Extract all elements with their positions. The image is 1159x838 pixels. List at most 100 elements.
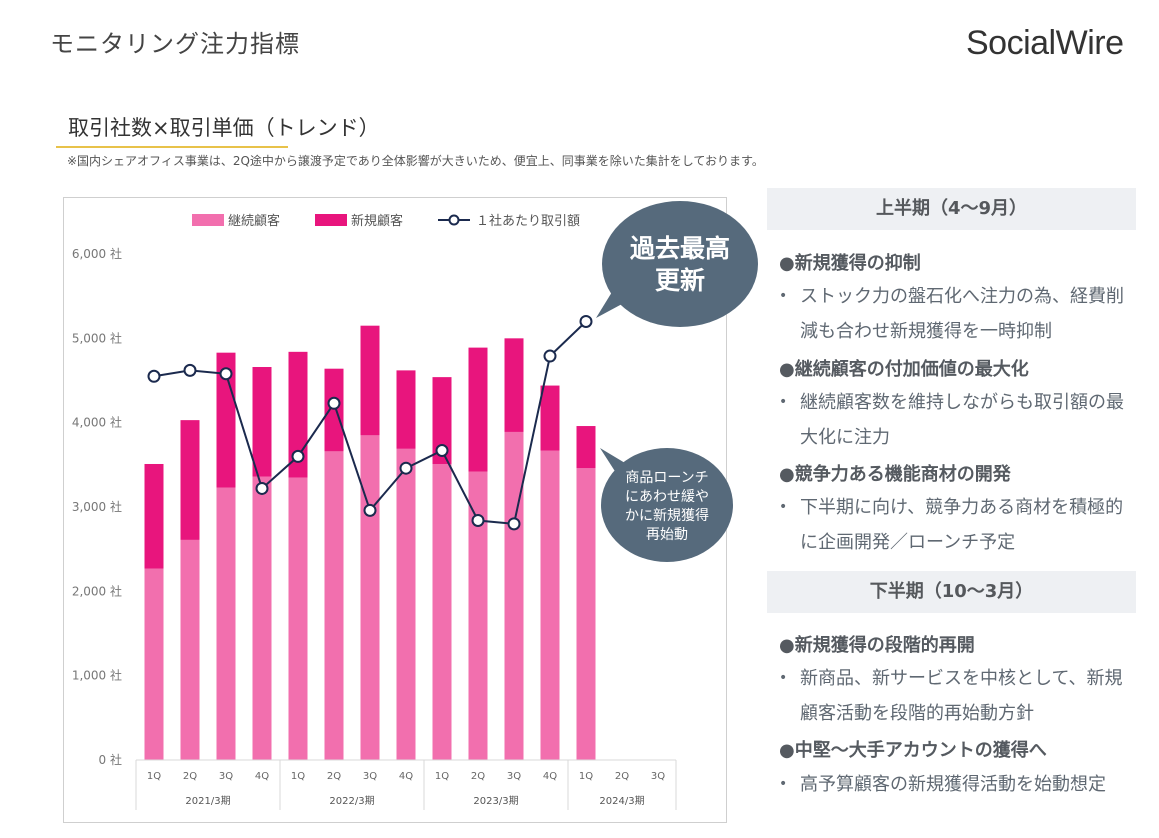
line-point [327, 396, 341, 410]
page-title: モニタリング注力指標 [50, 30, 300, 58]
bullet-mark: • [779, 394, 788, 410]
x-tick-label: 2Q [183, 771, 197, 782]
bar-new [180, 420, 200, 540]
bar-continuing [396, 448, 416, 760]
bullet-text: 高予算顧客の新規獲得活動を始動想定 [800, 774, 1106, 795]
bar-continuing [432, 463, 452, 760]
bar-continuing [576, 468, 596, 760]
bar-continuing [180, 539, 200, 760]
x-tick-label: 4Q [255, 771, 269, 782]
company-logo: SocialWire [966, 24, 1124, 62]
x-tick-label: 3Q [219, 771, 233, 782]
callout-record-high-tail [596, 292, 622, 318]
second-half-header: 下半期（10〜3月） [767, 571, 1136, 613]
second-half-heading-2: ●中堅〜大手アカウントの獲得へ [779, 740, 1047, 761]
y-tick-label: 4,000 社 [72, 415, 122, 430]
bar-continuing [144, 568, 164, 760]
y-tick-label: 1,000 社 [72, 668, 122, 683]
bar-new [540, 385, 560, 451]
bar-new [360, 325, 380, 436]
second-half-heading-1: ●新規獲得の段階的再開 [779, 635, 975, 656]
bar-new [504, 338, 524, 432]
callout-relaunch-tail [600, 448, 630, 476]
legend-label: 新規顧客 [351, 213, 403, 229]
legend-marker [448, 214, 460, 226]
x-tick-label: 3Q [651, 771, 665, 782]
x-tick-label: 1Q [291, 771, 305, 782]
bar-new [468, 347, 488, 472]
callout-record-high-text: 過去最高 更新 [629, 234, 730, 295]
y-tick-label: 6,000 社 [72, 246, 122, 261]
first-half-heading-1: ●新規獲得の抑制 [779, 253, 921, 274]
bar-continuing [360, 435, 380, 760]
line-point [435, 443, 449, 457]
legend-label: １社あたり取引額 [476, 213, 580, 229]
bullet-mark: • [779, 670, 788, 686]
legend-swatch [192, 214, 224, 226]
x-tick-label: 1Q [579, 771, 593, 782]
line-point [291, 449, 305, 463]
line-point [579, 314, 593, 328]
x-tick-label: 1Q [147, 771, 161, 782]
line-point [507, 517, 521, 531]
y-tick-label: 0 社 [99, 752, 122, 767]
chart-footnote: ※国内シェアオフィス事業は、2Q途中から譲渡予定であり全体影響が大きいため、便宜… [67, 154, 764, 168]
bar-continuing [324, 451, 344, 760]
bullet-text: 新商品、新サービスを中核として、新規顧客活動を段階的再始動方針 [800, 668, 1123, 724]
bar-continuing [540, 450, 560, 760]
bar-new [144, 463, 164, 569]
first-half-heading-3: ●競争力ある機能商材の開発 [779, 464, 1011, 485]
line-point [219, 367, 233, 381]
line-point [399, 461, 413, 475]
x-tick-label: 2Q [327, 771, 341, 782]
line-point [255, 481, 269, 495]
bar-continuing [468, 471, 488, 760]
group-label: 2023/3期 [473, 795, 518, 807]
bar-continuing [504, 431, 524, 760]
line-point [183, 363, 197, 377]
callout-relaunch-text: 商品ローンチ にあわせ緩や かに新規獲得 再始動 [625, 470, 709, 543]
bullet-text: 下半期に向け、競争力ある商材を積極的に企画開発／ローンチ予定 [800, 497, 1124, 553]
bar-new [324, 368, 344, 452]
title-underline [56, 146, 288, 148]
y-tick-label: 2,000 社 [72, 583, 122, 598]
y-tick-label: 3,000 社 [72, 499, 122, 514]
y-tick-label: 5,000 社 [72, 330, 122, 345]
x-tick-label: 4Q [399, 771, 413, 782]
first-half-heading-2: ●継続顧客の付加価値の最大化 [779, 359, 1029, 380]
first-half-header: 上半期（4〜9月） [767, 188, 1136, 230]
legend-label: 継続顧客 [228, 213, 280, 229]
x-tick-label: 1Q [435, 771, 449, 782]
bar-new [288, 351, 308, 478]
x-tick-label: 4Q [543, 771, 557, 782]
line-point [363, 503, 377, 517]
section-title: 取引社数×取引単価（トレンド） [68, 116, 380, 140]
group-label: 2021/3期 [185, 795, 230, 807]
bar-new [432, 377, 452, 464]
x-tick-label: 3Q [363, 771, 377, 782]
bar-continuing [216, 487, 236, 760]
line-point [543, 349, 557, 363]
bar-continuing [288, 477, 308, 760]
legend-swatch [315, 214, 347, 226]
stacked-bar-line-chart: 継続顧客 新規顧客 １社あたり取引額 0 社 1,000 社 2,000 社 3,000 社… [72, 213, 677, 810]
bar-continuing [252, 476, 272, 760]
bar-new [252, 367, 272, 477]
bullet-mark: • [779, 776, 788, 792]
bullet-text: 継続顧客数を維持しながらも取引額の最大化に注力 [800, 392, 1124, 448]
bullet-mark: • [779, 288, 788, 304]
x-tick-label: 3Q [507, 771, 521, 782]
line-point [471, 513, 485, 527]
line-point [147, 369, 161, 383]
x-tick-label: 2Q [471, 771, 485, 782]
group-label: 2024/3期 [599, 795, 644, 807]
group-label: 2022/3期 [329, 795, 374, 807]
bar-new [396, 370, 416, 449]
bullet-text: ストック力の盤石化へ注力の為、経費削減も合わせ新規獲得を一時抑制 [800, 286, 1124, 342]
x-tick-label: 2Q [615, 771, 629, 782]
bar-new [576, 426, 596, 469]
callout-relaunch-bubble [601, 448, 733, 562]
callout-record-high-bubble [602, 201, 758, 327]
bullet-mark: • [779, 499, 788, 515]
